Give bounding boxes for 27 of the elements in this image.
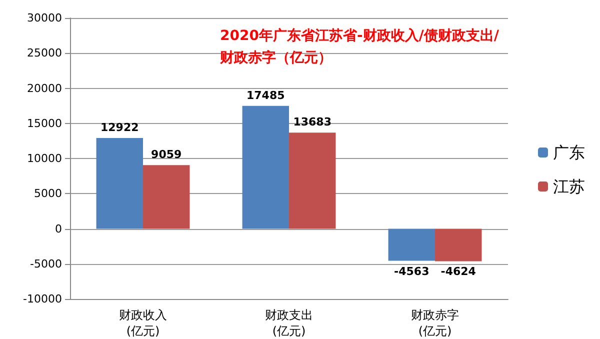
y-tick-label: 15000 bbox=[27, 116, 62, 130]
y-tick-label: 0 bbox=[55, 222, 62, 236]
y-tick-label: 10000 bbox=[27, 152, 62, 165]
x-tick-label: 财政支出 (亿元) bbox=[265, 308, 313, 338]
data-label: 13683 bbox=[293, 116, 332, 129]
legend-label: 广东 bbox=[553, 143, 585, 162]
bar bbox=[289, 132, 336, 229]
bar bbox=[143, 165, 190, 229]
y-tick-label: -5000 bbox=[30, 257, 62, 270]
x-tick-label: 财政赤字 (亿元) bbox=[411, 308, 459, 338]
y-tick-label: 5000 bbox=[34, 187, 62, 200]
y-tick-label: 25000 bbox=[27, 46, 62, 60]
bar bbox=[96, 138, 143, 229]
legend-label: 江苏 bbox=[553, 177, 585, 196]
y-tick-label: 30000 bbox=[27, 12, 62, 24]
data-label: -4563 bbox=[394, 264, 430, 278]
data-label: 9059 bbox=[151, 148, 182, 162]
bar bbox=[242, 106, 289, 229]
text: 2020年广东省江苏省-财政收入/债财政支出/财政赤字（亿元） bbox=[219, 27, 500, 66]
data-label: -4624 bbox=[440, 265, 476, 278]
bar bbox=[388, 228, 435, 261]
data-label: 12922 bbox=[100, 120, 139, 134]
x-tick-label: 财政收入 (亿元) bbox=[119, 308, 167, 338]
bar bbox=[435, 228, 482, 262]
data-label: 17485 bbox=[246, 88, 285, 102]
y-tick-label: -10000 bbox=[23, 292, 62, 306]
y-tick-label: 20000 bbox=[27, 82, 62, 95]
